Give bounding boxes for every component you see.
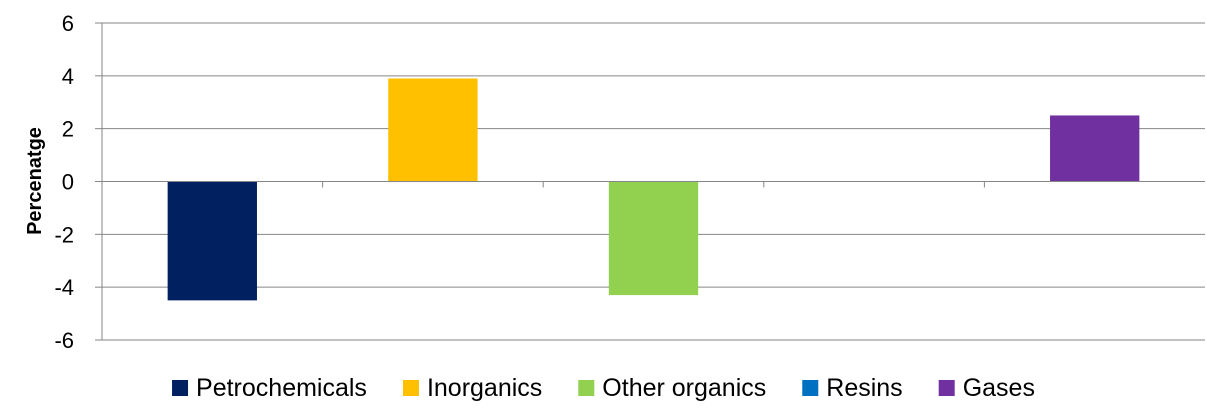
bar-inorganics: [388, 78, 478, 182]
legend-label-gases: Gases: [963, 374, 1035, 402]
legend: Petrochemicals Inorganics Other organics Re…: [172, 374, 1035, 402]
y-tick-label: 4: [62, 64, 74, 89]
y-tick-label: 2: [62, 117, 74, 142]
y-tick-label: 6: [62, 11, 74, 36]
legend-swatch-other-organics: [578, 380, 595, 396]
legend-label-inorganics: Inorganics: [427, 374, 542, 402]
bar-petrochemicals: [167, 181, 257, 301]
legend-label-petrochemicals: Petrochemicals: [196, 374, 367, 402]
legend-label-other-organics: Other organics: [602, 374, 766, 402]
bars: [167, 78, 1140, 301]
y-tick-label: -4: [54, 275, 74, 300]
y-tick-label: -6: [54, 328, 74, 353]
bar-gases: [1050, 115, 1140, 182]
bar-other-organics: [608, 181, 699, 296]
legend-swatch-resins: [802, 380, 819, 396]
y-axis-title: Percenatge: [24, 127, 46, 235]
y-tick-label: -2: [54, 222, 74, 247]
legend-swatch-inorganics: [402, 380, 419, 396]
legend-swatch-gases: [938, 380, 955, 396]
y-tick-label: 0: [62, 170, 74, 195]
legend-label-resins: Resins: [826, 374, 902, 402]
axes: 6 4 2 0 -2 -4 -6: [54, 11, 1205, 353]
legend-swatch-petrochemicals: [172, 380, 189, 396]
